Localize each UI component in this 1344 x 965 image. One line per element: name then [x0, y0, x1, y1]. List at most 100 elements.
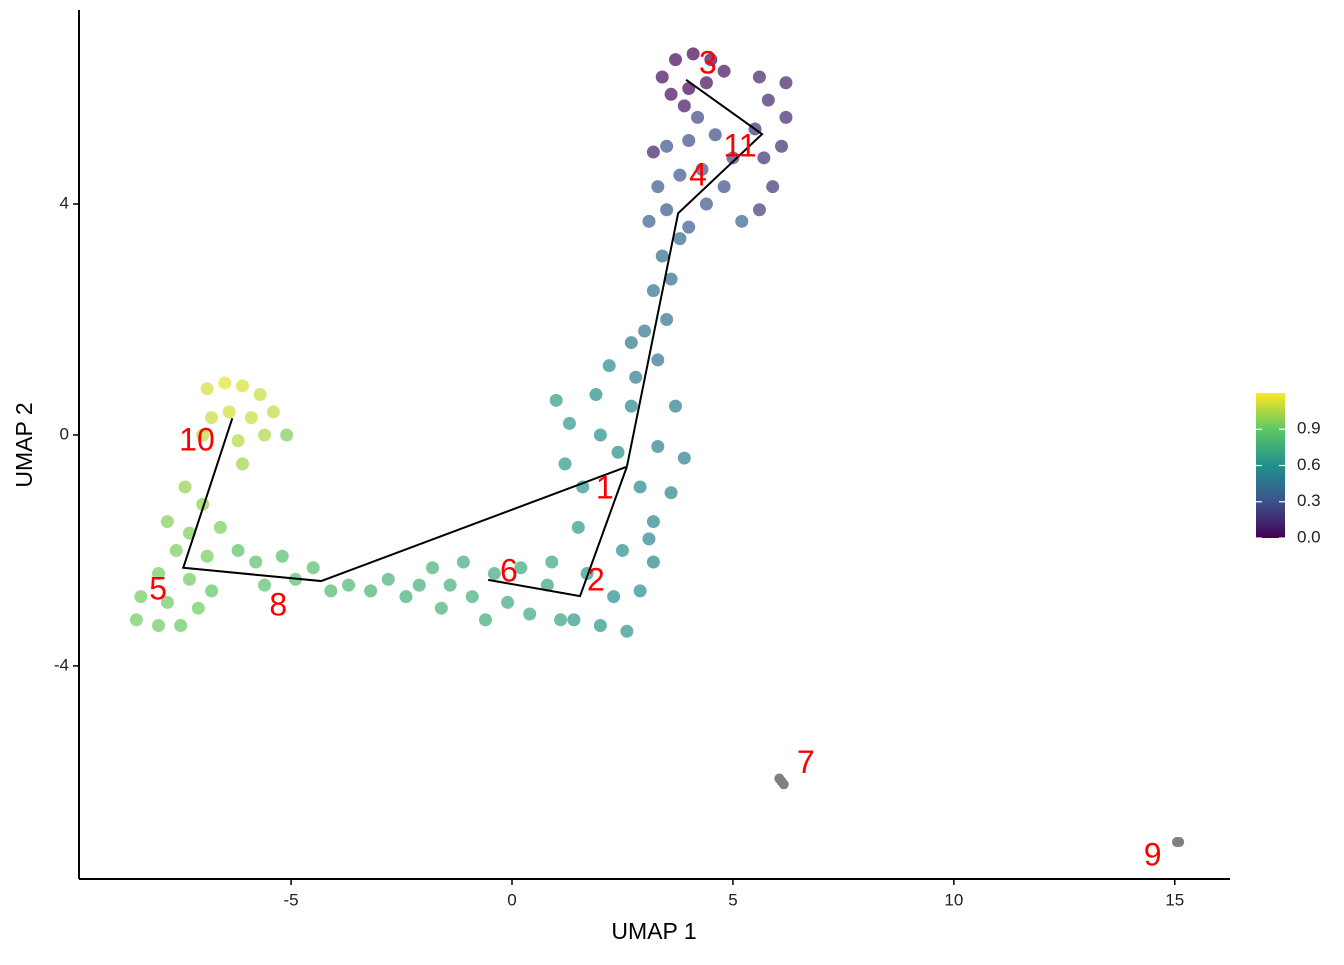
- point: [660, 312, 674, 326]
- point: [664, 87, 678, 101]
- point: [549, 393, 563, 407]
- points: [129, 47, 1185, 848]
- point: [399, 590, 413, 604]
- point: [178, 480, 192, 494]
- point: [545, 555, 559, 569]
- point: [182, 572, 196, 586]
- point: [775, 139, 789, 153]
- point: [235, 379, 249, 393]
- point: [602, 359, 616, 373]
- point: [266, 405, 280, 419]
- point: [779, 110, 793, 124]
- point: [651, 440, 665, 454]
- point: [611, 445, 625, 459]
- point: [465, 590, 479, 604]
- point: [381, 572, 395, 586]
- cluster-label: 6: [500, 552, 518, 588]
- point: [708, 128, 722, 142]
- point: [615, 543, 629, 557]
- x-tick-label: 10: [944, 890, 963, 909]
- cluster-label: 3: [699, 44, 717, 80]
- cluster-label: 7: [797, 744, 815, 780]
- point: [134, 590, 148, 604]
- point: [200, 549, 214, 563]
- point: [253, 388, 267, 402]
- cluster-label: 8: [269, 586, 287, 622]
- point: [1174, 837, 1185, 848]
- trajectory-line: [487, 466, 628, 598]
- colorbar-tick-label: 0.9: [1297, 419, 1321, 438]
- point: [642, 214, 656, 228]
- x-axis-title: UMAP 1: [611, 918, 696, 944]
- x-tick-label: 0: [507, 890, 516, 909]
- point: [664, 486, 678, 500]
- point: [558, 457, 572, 471]
- point: [593, 428, 607, 442]
- point: [633, 480, 647, 494]
- point: [717, 180, 731, 194]
- cluster-label: 2: [587, 562, 605, 598]
- point: [205, 411, 219, 425]
- point: [523, 607, 537, 621]
- point: [699, 197, 713, 211]
- point: [757, 151, 771, 165]
- point: [160, 515, 174, 529]
- point: [699, 76, 713, 90]
- cluster-labels: 3 11 4 1 2 6 10 5 8 7 9: [149, 44, 1161, 872]
- point: [249, 555, 263, 569]
- x-tick-label: 5: [728, 890, 737, 909]
- point: [682, 133, 696, 147]
- point: [735, 214, 749, 228]
- x-tick-label: -5: [284, 890, 299, 909]
- point: [174, 619, 188, 633]
- point: [673, 232, 687, 246]
- point: [668, 53, 682, 67]
- cluster-label: 10: [179, 421, 215, 457]
- point: [682, 220, 696, 234]
- colorbar-tick-label: 0.3: [1297, 491, 1321, 510]
- point: [593, 619, 607, 633]
- point: [629, 370, 643, 384]
- point: [673, 168, 687, 182]
- point: [779, 76, 793, 90]
- cluster-label: 5: [149, 570, 167, 606]
- point: [660, 139, 674, 153]
- point: [646, 145, 660, 159]
- point: [213, 520, 227, 534]
- point: [218, 376, 232, 390]
- point: [677, 451, 691, 465]
- point: [717, 64, 731, 78]
- point: [306, 561, 320, 575]
- point: [695, 162, 709, 176]
- point: [664, 272, 678, 286]
- point: [668, 399, 682, 413]
- x-tick-label: 15: [1165, 890, 1184, 909]
- point: [774, 773, 785, 784]
- cluster-label: 1: [596, 469, 614, 505]
- point: [642, 532, 656, 546]
- point: [222, 405, 236, 419]
- point: [152, 619, 166, 633]
- point: [425, 561, 439, 575]
- point: [258, 578, 272, 592]
- point: [761, 93, 775, 107]
- point: [562, 416, 576, 430]
- point: [231, 543, 245, 557]
- cluster-label: 4: [689, 156, 707, 192]
- point: [624, 399, 638, 413]
- y-tick-label: 4: [60, 193, 69, 212]
- y-tick-label: -4: [54, 655, 69, 674]
- point: [235, 457, 249, 471]
- point: [200, 382, 214, 396]
- point: [677, 99, 691, 113]
- point: [624, 336, 638, 350]
- cluster-label: 11: [723, 127, 756, 163]
- point: [540, 578, 554, 592]
- point: [342, 578, 356, 592]
- point: [152, 567, 166, 581]
- point: [655, 70, 669, 84]
- point: [324, 584, 338, 598]
- point: [651, 180, 665, 194]
- point: [651, 353, 665, 367]
